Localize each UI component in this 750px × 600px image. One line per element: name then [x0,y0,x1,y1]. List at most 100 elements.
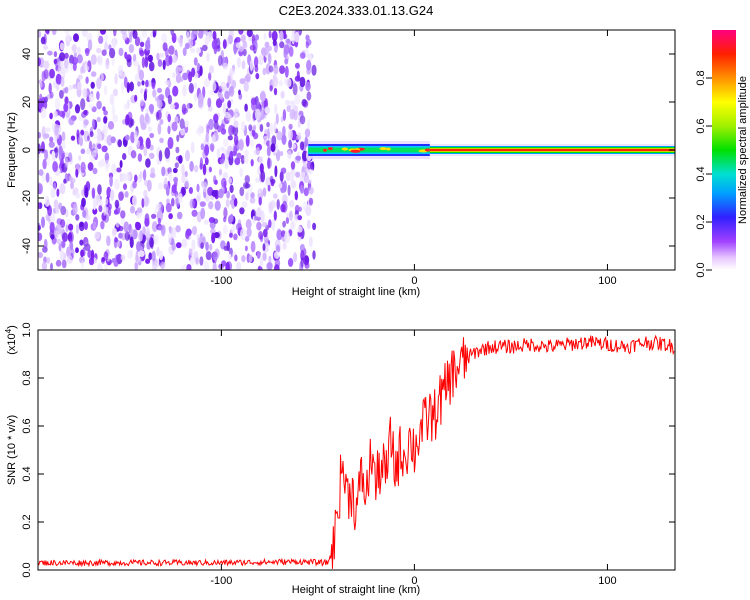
noise-cell [82,88,88,98]
noise-cell [227,177,232,185]
noise-cell [157,225,164,231]
noise-cell [171,197,175,207]
noise-cell [73,203,78,215]
noise-cell [47,50,53,56]
noise-cell [72,56,78,65]
snr-xlabel: Height of straight line (km) [292,584,420,596]
noise-cell [80,98,86,111]
noise-cell [285,171,291,182]
noise-cell [45,172,50,183]
noise-cell [56,188,60,197]
noise-cell [282,242,287,250]
noise-cell [181,186,187,196]
noise-cell [61,259,67,269]
noise-cell [211,189,218,198]
noise-cell [212,30,217,41]
noise-cell [289,175,295,183]
noise-cell [75,214,80,221]
noise-cell [123,103,129,110]
noise-cell [307,119,311,131]
noise-cell [236,57,241,68]
signal-peak [353,149,361,153]
noise-cell [288,46,294,57]
spectrogram-ytick-label: -40 [21,238,33,254]
noise-cell [94,194,101,202]
noise-cell [212,251,219,261]
noise-cell [262,228,268,238]
colorbar-tick-label: 0.4 [695,166,707,181]
noise-cell [269,124,274,135]
noise-cell [159,250,164,261]
noise-cell [156,99,163,109]
noise-cell [145,137,151,150]
noise-cell [272,39,277,47]
noise-cell [40,107,47,119]
noise-cell [248,124,253,132]
noise-cell [304,136,308,148]
noise-cell [219,93,224,100]
noise-cell [59,250,64,261]
noise-cell [60,219,66,228]
noise-cell [171,32,177,44]
noise-cell [148,61,155,72]
noise-cell [217,188,224,199]
noise-cell [304,255,309,264]
noise-cell [145,258,151,264]
snr-ytick-label: 0.4 [21,466,33,481]
noise-cell [190,141,195,154]
noise-cell [209,65,215,74]
colorbar-tick-label: 0.6 [695,118,707,133]
noise-cell [134,36,141,47]
noise-cell [181,238,188,248]
noise-cell [297,226,303,233]
noise-cell [49,176,53,186]
noise-cell [255,177,260,184]
noise-field [38,30,317,270]
noise-cell [289,210,293,221]
noise-cell [268,45,272,52]
noise-cell [249,44,256,51]
noise-cell [168,213,173,220]
noise-cell [110,189,115,201]
noise-cell [75,193,81,199]
noise-cell [233,120,239,128]
noise-cell [282,220,286,228]
noise-cell [49,112,53,120]
noise-cell [241,255,246,263]
noise-cell [44,96,48,103]
noise-cell [284,231,290,244]
noise-cell [284,58,289,65]
noise-cell [271,30,278,42]
noise-cell [149,144,154,151]
noise-cell [88,93,95,102]
noise-cell [306,91,312,101]
noise-cell [56,238,62,244]
noise-cell [241,121,245,132]
noise-cell [79,221,84,228]
noise-cell [290,168,296,177]
noise-cell [250,192,255,199]
noise-cell [211,134,216,143]
noise-cell [222,172,229,180]
noise-cell [59,183,66,195]
snr-xtick-label: 0 [411,575,417,587]
noise-cell [174,162,179,169]
noise-cell [208,72,212,81]
noise-cell [209,143,215,152]
noise-cell [262,252,267,261]
noise-cell [165,79,170,85]
noise-cell [68,234,73,242]
noise-cell [145,158,151,168]
noise-cell [125,114,130,126]
noise-cell [122,32,128,41]
noise-cell [204,144,210,156]
noise-cell [118,47,124,57]
noise-cell [241,201,248,209]
noise-cell [299,52,306,59]
noise-cell [93,198,97,211]
noise-cell [280,184,287,194]
noise-cell [167,113,171,123]
noise-cell [236,261,242,270]
noise-cell [111,104,116,116]
noise-cell [145,227,151,239]
